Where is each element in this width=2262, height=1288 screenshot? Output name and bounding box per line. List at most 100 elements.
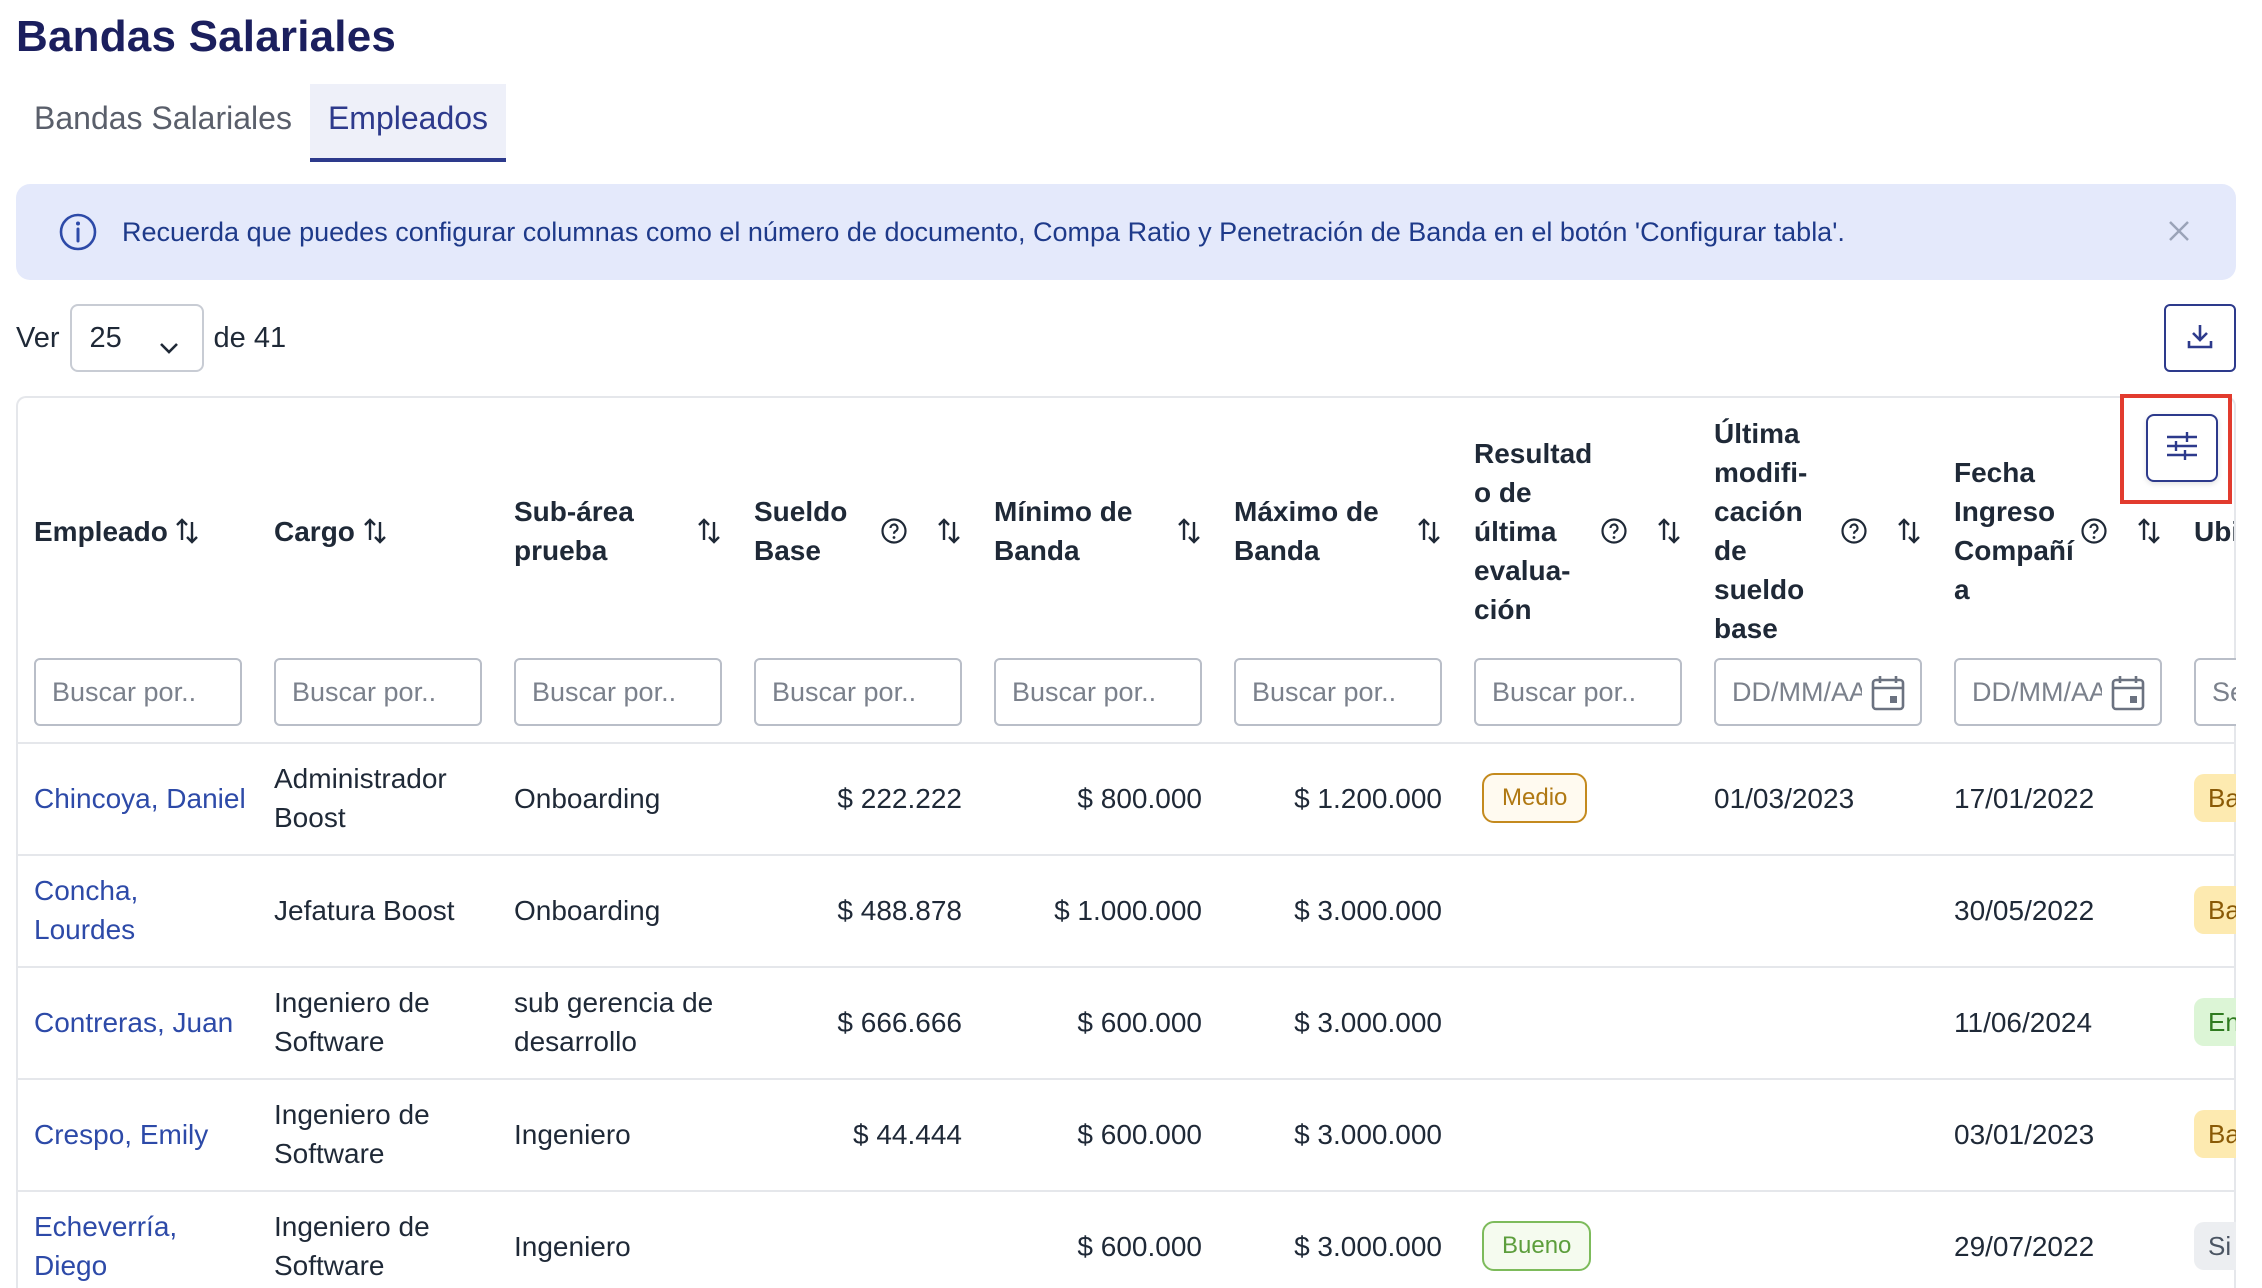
column-header-minimo-banda: Mínimo de Banda <box>994 492 1162 570</box>
help-icon[interactable] <box>1600 517 1628 545</box>
maximo-banda-cell-line: $ 3.000.000 <box>1294 1118 1442 1150</box>
download-button[interactable] <box>2164 304 2236 372</box>
employee-name-link[interactable]: Crespo, Emily <box>34 1115 272 1154</box>
fecha-ingreso-cell-line: 03/01/2023 <box>1954 1118 2095 1150</box>
sueldo-base-cell: $ 666.666 <box>754 1003 962 1042</box>
search-filter-cargo[interactable] <box>274 658 482 726</box>
tab-empleados[interactable]: Empleados <box>309 84 507 162</box>
maximo-banda-cell-line: $ 3.000.000 <box>1294 1230 1442 1262</box>
row-divider <box>16 1078 2236 1080</box>
column-header-line: Ingreso <box>1954 496 2056 527</box>
column-header-empleado: Empleado <box>34 512 202 551</box>
tab-bandas-salariales[interactable]: Bandas Salariales <box>34 100 292 136</box>
cargo-cell-line: Jefatura Boost <box>274 894 455 926</box>
column-header-line: Compañí <box>1954 535 2074 566</box>
info-alert: Recuerda que puedes configurar columnas … <box>16 184 2236 280</box>
subarea-cell: Ingeniero <box>514 1115 752 1154</box>
search-filter-resultado-evaluacion[interactable] <box>1474 658 1682 726</box>
page-size-select[interactable]: 25 <box>69 304 204 372</box>
fecha-ingreso-cell: 30/05/2022 <box>1954 891 2192 930</box>
column-header-line: a <box>1954 574 1970 605</box>
column-header-maximo-banda: Máximo de Banda <box>1234 492 1402 570</box>
sort-icon[interactable] <box>1656 516 1682 546</box>
date-filter-fecha-ingreso[interactable] <box>1954 658 2162 726</box>
cargo-cell-line: Software <box>274 1026 385 1057</box>
sort-icon[interactable] <box>1176 516 1202 546</box>
calendar-icon[interactable] <box>2110 674 2146 712</box>
sort-icon[interactable] <box>362 516 388 546</box>
sort-icon[interactable] <box>696 516 722 546</box>
cargo-cell-line: Ingeniero de <box>274 1099 430 1130</box>
column-header-line: modifi- <box>1714 457 1808 488</box>
ultima-modificacion-cell: 01/03/2023 <box>1714 779 1952 818</box>
column-header-line: ción <box>1474 593 1532 625</box>
maximo-banda-cell: $ 3.000.000 <box>1234 1115 1442 1154</box>
employee-name-link-line: Diego <box>34 1250 108 1281</box>
calendar-icon[interactable] <box>1870 674 1906 712</box>
cargo-cell-line: Ingeniero de <box>274 987 430 1018</box>
search-filter-empleado[interactable] <box>34 658 242 726</box>
search-filter-minimo-banda[interactable] <box>994 658 1202 726</box>
minimo-banda-cell: $ 600.000 <box>994 1115 1202 1154</box>
cargo-cell-line: Ingeniero de <box>274 1211 430 1242</box>
help-icon[interactable] <box>880 517 908 545</box>
sueldo-base-cell: $ 488.878 <box>754 891 962 930</box>
column-header-line: sueldo <box>1714 574 1805 605</box>
fecha-ingreso-cell-line: 11/06/2024 <box>1954 1006 2093 1038</box>
cargo-cell: Ingeniero de Software <box>274 983 512 1061</box>
column-header-line: Base <box>754 535 821 566</box>
sort-icon[interactable] <box>1416 516 1442 546</box>
cargo-cell: Ingeniero de Software <box>274 1207 512 1285</box>
sueldo-base-cell-line: $ 666.666 <box>837 1006 962 1038</box>
sueldo-base-cell: $ 222.222 <box>754 779 962 818</box>
column-header-line: Banda <box>994 535 1080 566</box>
sort-icon[interactable] <box>1896 516 1922 546</box>
search-filter-subarea[interactable] <box>514 658 722 726</box>
column-header-line: Máximo de <box>1234 496 1379 527</box>
sort-icon[interactable] <box>2136 516 2162 546</box>
configure-table-button[interactable] <box>2146 414 2218 482</box>
column-header-line: Banda <box>1234 535 1320 566</box>
help-icon[interactable] <box>1840 517 1868 545</box>
sliders-icon <box>2165 431 2199 466</box>
pager-total: de 41 <box>213 321 287 354</box>
ultima-modificacion-cell-line: 01/03/2023 <box>1714 782 1855 814</box>
employee-name-link[interactable]: Chincoya, Daniel <box>34 779 272 818</box>
sueldo-base-cell: $ 44.444 <box>754 1115 962 1154</box>
column-header-line: o de <box>1474 476 1532 508</box>
search-input[interactable] <box>1252 676 1440 708</box>
help-icon[interactable] <box>2080 517 2108 545</box>
sort-icon[interactable] <box>936 516 962 546</box>
date-input[interactable] <box>1732 676 1862 708</box>
column-header-line: Resultad <box>1474 437 1593 469</box>
search-filter-maximo-banda[interactable] <box>1234 658 1442 726</box>
minimo-banda-cell: $ 600.000 <box>994 1003 1202 1042</box>
pager-prefix: Ver <box>16 321 60 354</box>
column-header-line: Cargo <box>274 515 355 547</box>
column-header-subarea: Sub-área prueba <box>514 492 682 570</box>
employee-name-link-line: Echeverría, <box>34 1211 178 1242</box>
sort-icon[interactable] <box>174 516 200 546</box>
date-filter-ultima-modificacion[interactable] <box>1714 658 1922 726</box>
sueldo-base-cell-line: $ 488.878 <box>837 894 962 926</box>
search-input[interactable] <box>1492 676 1680 708</box>
column-header-fecha-ingreso: Fecha Ingreso Compañí a <box>1954 453 2122 609</box>
employee-name-link[interactable]: Concha, Lourdes <box>34 871 272 949</box>
subarea-cell: Onboarding <box>514 891 752 930</box>
date-input[interactable] <box>1972 676 2102 708</box>
search-input[interactable] <box>1012 676 1200 708</box>
search-input[interactable] <box>532 676 720 708</box>
close-icon[interactable] <box>2162 214 2196 248</box>
maximo-banda-cell-line: $ 3.000.000 <box>1294 1006 1442 1038</box>
search-filter-sueldo-base[interactable] <box>754 658 962 726</box>
search-input[interactable] <box>292 676 480 708</box>
search-input[interactable] <box>52 676 240 708</box>
subarea-cell-line: Onboarding <box>514 894 661 926</box>
column-header-line: Ubi <box>2194 515 2234 547</box>
info-icon <box>58 212 98 252</box>
employee-name-link[interactable]: Contreras, Juan <box>34 1003 272 1042</box>
evaluation-badge: Medio <box>1482 773 1588 823</box>
cargo-cell: Jefatura Boost <box>274 891 512 930</box>
search-input[interactable] <box>772 676 960 708</box>
employee-name-link[interactable]: Echeverría, Diego <box>34 1207 272 1285</box>
